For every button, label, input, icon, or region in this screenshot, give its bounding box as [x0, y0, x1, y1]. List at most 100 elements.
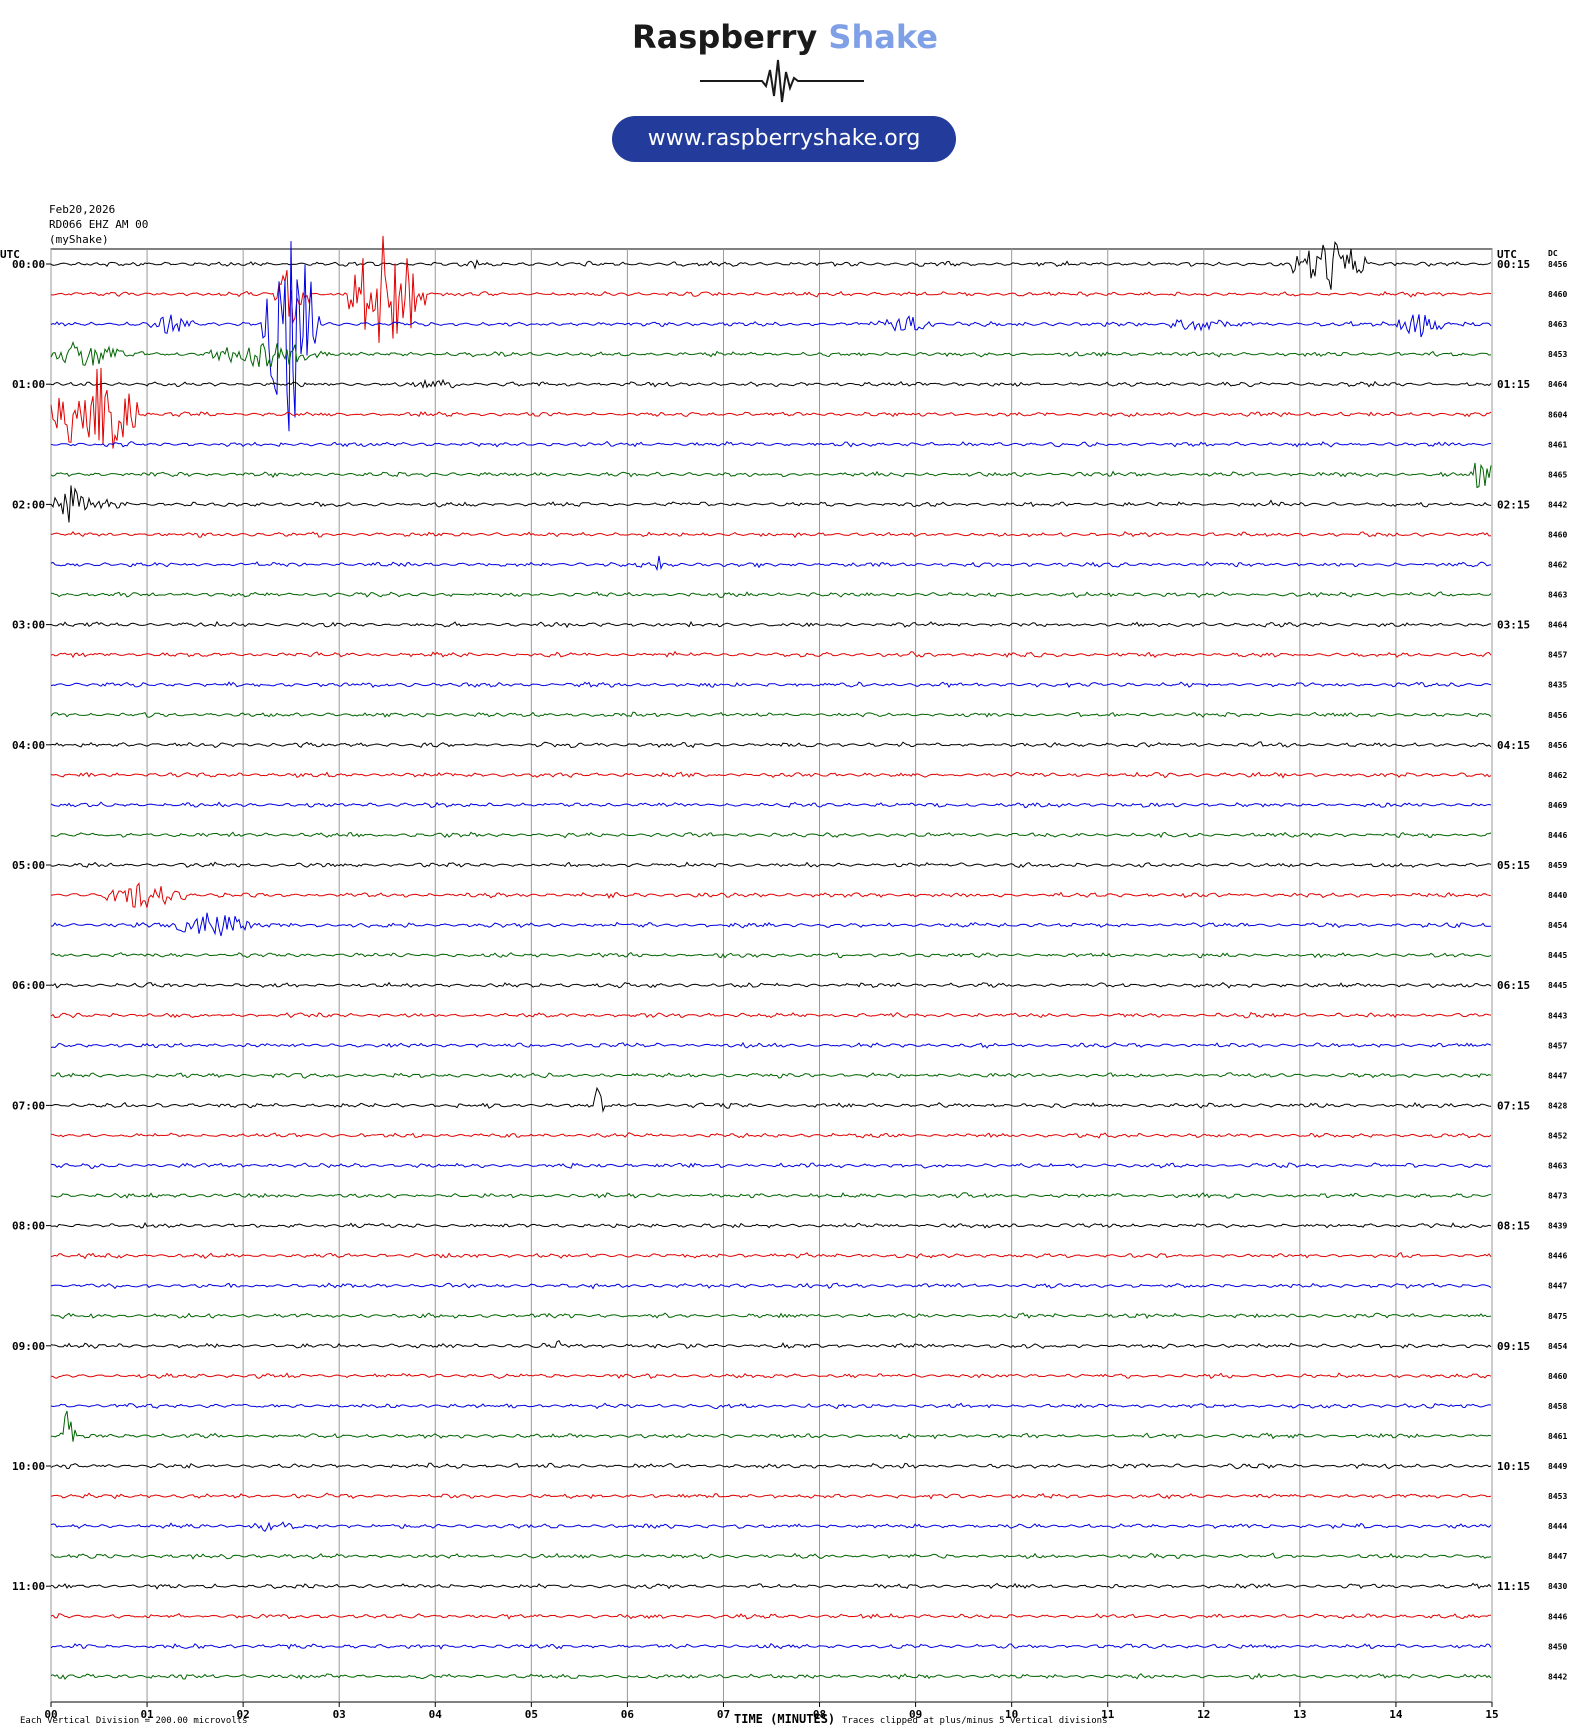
brand-logo: Raspberry Shake www.raspberryshake.org: [0, 0, 1570, 190]
dc-value: 8457: [1548, 651, 1567, 660]
x-axis-title: TIME (MINUTES): [734, 1712, 836, 1726]
x-tick-label: 02: [237, 1708, 250, 1721]
left-time-label: 05:00: [12, 859, 45, 872]
dc-value: 8446: [1548, 831, 1567, 840]
right-time-label: 06:15: [1497, 979, 1530, 992]
trace-row: [50, 741, 1492, 749]
dc-value: 8453: [1548, 1492, 1567, 1501]
dc-value: 8454: [1548, 1342, 1567, 1351]
trace-row: [50, 367, 1492, 449]
left-time-label: 08:00: [12, 1220, 45, 1233]
right-time-label: 00:15: [1497, 258, 1530, 271]
dc-value: 8435: [1548, 681, 1567, 690]
right-time-label: 11:15: [1497, 1580, 1530, 1593]
right-time-label: 10:15: [1497, 1460, 1530, 1473]
trace-row: [50, 1521, 1492, 1533]
trace-row: [50, 1312, 1492, 1320]
right-time-label: 02:15: [1497, 498, 1530, 511]
trace-row: [50, 801, 1492, 809]
trace-row: [50, 1162, 1492, 1169]
trace-row: [50, 831, 1492, 839]
right-time-label: 07:15: [1497, 1099, 1530, 1112]
left-time-label: 10:00: [12, 1460, 45, 1473]
dc-value: 8430: [1548, 1582, 1567, 1591]
dc-value: 8463: [1548, 591, 1567, 600]
dc-value: 8442: [1548, 1672, 1567, 1681]
x-tick-label: 01: [140, 1708, 154, 1721]
trace-row: [50, 1642, 1492, 1650]
dc-value: 8445: [1548, 951, 1567, 960]
trace-row: [50, 530, 1492, 539]
brand-word-2: Shake: [828, 18, 938, 56]
x-tick-label: 08: [813, 1708, 826, 1721]
trace-row: [50, 462, 1492, 489]
dc-value: 8461: [1548, 1432, 1567, 1441]
x-tick-label: 03: [333, 1708, 346, 1721]
seismic-traces: [50, 235, 1492, 1681]
x-tick-label: 07: [717, 1708, 730, 1721]
dc-value: 8463: [1548, 320, 1567, 329]
x-tick-label: 13: [1293, 1708, 1306, 1721]
dc-value: 8447: [1548, 1552, 1567, 1561]
trace-row: [51, 1132, 1492, 1139]
trace-row: [50, 1462, 1492, 1470]
trace-row: [50, 1192, 1492, 1199]
left-time-label: 09:00: [12, 1340, 45, 1353]
right-time-label: 08:15: [1497, 1220, 1530, 1233]
seismic-wave-icon: [700, 59, 864, 103]
trace-row: [50, 1252, 1492, 1260]
dc-value: 8456: [1548, 741, 1567, 750]
trace-row: [50, 440, 1492, 448]
trace-row: [51, 1410, 1492, 1442]
x-tick-label: 10: [1005, 1708, 1018, 1721]
trace-row: [50, 341, 1492, 368]
trace-row: [50, 912, 1492, 937]
website-link[interactable]: www.raspberryshake.org: [612, 116, 956, 162]
dc-value: 8456: [1548, 711, 1567, 720]
dc-value: 8447: [1548, 1282, 1567, 1291]
dc-value: 8449: [1548, 1462, 1567, 1471]
trace-row: [50, 241, 1492, 432]
dc-value: 8462: [1548, 771, 1567, 780]
dc-value: 8464: [1548, 380, 1567, 389]
trace-row: [50, 1552, 1492, 1560]
plot-frame: [50, 248, 1493, 1703]
trace-row: [50, 882, 1492, 908]
trace-row: [50, 1222, 1492, 1229]
dc-value: 8443: [1548, 1011, 1567, 1020]
dc-value: 8463: [1548, 1162, 1567, 1171]
left-axis-title: UTC: [0, 248, 20, 261]
brand-title: Raspberry Shake: [0, 18, 1570, 56]
scale-note: Each Vertical Division = 200.00 microvol…: [20, 1716, 248, 1726]
dc-value: 8450: [1548, 1642, 1567, 1651]
trace-row: [50, 650, 1492, 659]
trace-row: [50, 1672, 1492, 1681]
trace-row: [50, 555, 1492, 572]
trace-row: [50, 620, 1492, 629]
axis-labels: 00 01 02 03 04 05 06 07 08 09 10 11 12 13 14 15 UTC UTC DC…: [0, 248, 1567, 1721]
station-label: RD066 EHZ AM 00: [49, 218, 149, 231]
trace-row: [50, 861, 1492, 868]
clip-note: Traces clipped at plus/minus 5 vertical …: [842, 1716, 1108, 1726]
trace-row: [50, 1372, 1492, 1380]
right-axis-title: UTC: [1497, 248, 1517, 261]
dc-value: 8440: [1548, 891, 1567, 900]
trace-row: [50, 378, 1492, 389]
dc-value: 8444: [1548, 1522, 1567, 1531]
trace-row: [50, 681, 1492, 689]
dc-value: 8447: [1548, 1071, 1567, 1080]
left-time-label: 02:00: [12, 498, 45, 511]
x-tick-label: 04: [429, 1708, 443, 1721]
right-time-label: 04:15: [1497, 739, 1530, 752]
dc-value: 8459: [1548, 861, 1567, 870]
trace-row: [50, 981, 1492, 989]
left-time-label: 01:00: [12, 378, 45, 391]
trace-row: [50, 1041, 1492, 1049]
trace-row: [50, 1086, 1492, 1113]
trace-row: [50, 1011, 1492, 1019]
dc-value: 8452: [1548, 1131, 1567, 1140]
trace-row: [50, 485, 1492, 523]
trace-row: [50, 1340, 1492, 1349]
dc-value: 8460: [1548, 290, 1567, 299]
